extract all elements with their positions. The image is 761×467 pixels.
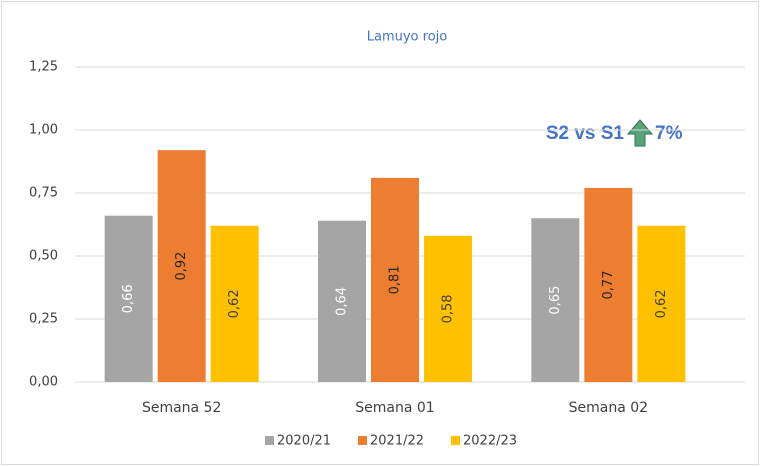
legend-swatch: [451, 436, 460, 445]
y-tick-label: 0,00: [29, 375, 58, 390]
legend-label: 2021/22: [370, 434, 424, 449]
data-label: 0,66: [121, 284, 136, 313]
data-label: 0,65: [548, 286, 563, 315]
data-label: 0,81: [388, 265, 403, 294]
bar: [371, 177, 419, 382]
data-label: 0,64: [335, 287, 350, 316]
legend-label: 2022/23: [463, 434, 517, 449]
annotation: S2 vs S1: [546, 123, 625, 144]
y-tick-label: 0,50: [29, 249, 58, 264]
bar: [210, 225, 259, 382]
annotation: 7%: [655, 123, 683, 144]
bar: [157, 150, 206, 382]
data-label: 0,62: [654, 289, 669, 318]
legend-swatch: [358, 436, 367, 445]
y-tick-label: 0,25: [29, 312, 58, 327]
legend-swatch: [265, 436, 274, 445]
y-tick-label: 0,75: [29, 186, 58, 201]
data-label: 0,58: [441, 294, 456, 323]
bar: [531, 218, 580, 382]
chart-title: Lamuyo rojo: [367, 30, 448, 45]
bar: [318, 220, 366, 382]
data-label: 0,77: [601, 271, 616, 300]
data-label: 0,62: [227, 289, 242, 318]
x-tick-label: Semana 01: [355, 400, 434, 416]
bar: [584, 187, 633, 382]
x-tick-label: Semana 02: [569, 400, 648, 416]
y-tick-label: 1,00: [29, 123, 58, 138]
y-tick-label: 1,25: [29, 60, 58, 75]
data-label: 0,92: [174, 252, 189, 281]
arrow-icon: [626, 119, 654, 147]
legend-label: 2020/21: [277, 434, 331, 449]
x-tick-label: Semana 52: [142, 400, 221, 416]
bar: [424, 235, 472, 382]
bar: [104, 215, 153, 382]
bar: [637, 225, 686, 382]
